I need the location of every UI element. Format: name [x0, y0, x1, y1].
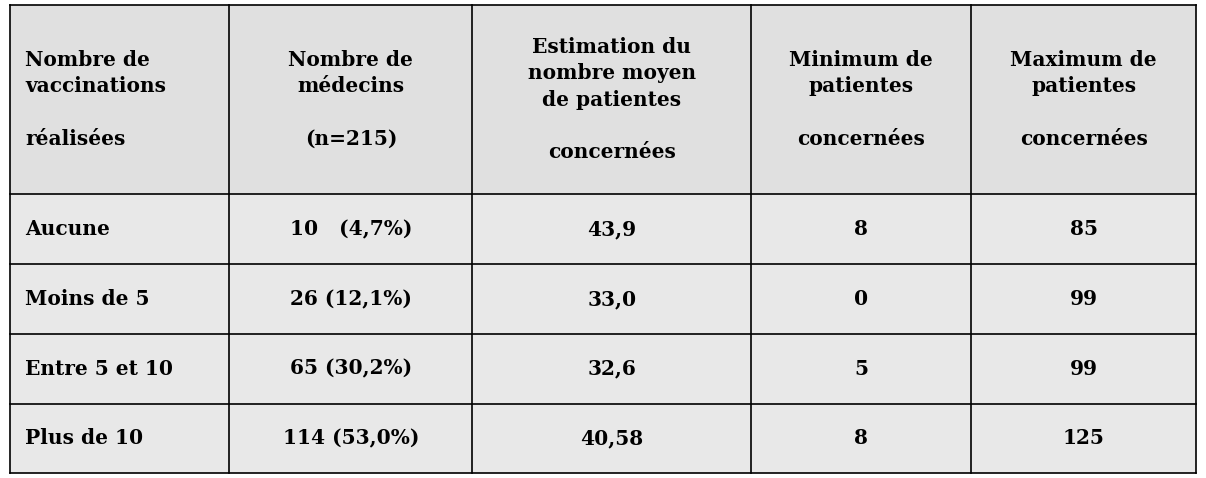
Bar	[473, 264, 751, 334]
Bar	[473, 195, 751, 264]
Text: 99: 99	[1070, 358, 1097, 379]
Bar	[229, 334, 473, 403]
Bar	[10, 334, 229, 403]
Bar	[971, 264, 1196, 334]
Bar	[10, 264, 229, 334]
Text: 114 (53,0%): 114 (53,0%)	[282, 428, 418, 448]
Bar	[473, 403, 751, 473]
Text: Minimum de
patientes

concernées: Minimum de patientes concernées	[789, 50, 933, 149]
Text: 32,6: 32,6	[587, 358, 637, 379]
Text: 8: 8	[854, 428, 868, 448]
Bar	[229, 5, 473, 195]
Bar	[971, 403, 1196, 473]
Bar	[971, 195, 1196, 264]
Bar	[473, 5, 751, 195]
Text: 85: 85	[1070, 219, 1097, 239]
Text: Moins de 5: Moins de 5	[25, 289, 150, 309]
Bar	[751, 5, 971, 195]
Text: 26 (12,1%): 26 (12,1%)	[289, 289, 411, 309]
Text: 99: 99	[1070, 289, 1097, 309]
Text: 0: 0	[854, 289, 868, 309]
Bar	[10, 195, 229, 264]
Text: Entre 5 et 10: Entre 5 et 10	[25, 358, 174, 379]
Text: 65 (30,2%): 65 (30,2%)	[289, 358, 412, 379]
Bar	[971, 334, 1196, 403]
Bar	[229, 195, 473, 264]
Text: Nombre de
médecins

(n=215): Nombre de médecins (n=215)	[288, 50, 414, 149]
Text: 40,58: 40,58	[580, 428, 644, 448]
Bar	[971, 5, 1196, 195]
Bar	[751, 195, 971, 264]
Bar	[229, 264, 473, 334]
Text: Aucune: Aucune	[25, 219, 110, 239]
Bar	[229, 403, 473, 473]
Text: 10   (4,7%): 10 (4,7%)	[289, 219, 412, 239]
Text: Nombre de
vaccinations

réalisées: Nombre de vaccinations réalisées	[25, 50, 166, 149]
Text: 8: 8	[854, 219, 868, 239]
Bar	[751, 403, 971, 473]
Bar	[10, 5, 229, 195]
Bar	[751, 264, 971, 334]
Text: 125: 125	[1062, 428, 1105, 448]
Text: 5: 5	[854, 358, 868, 379]
Text: 43,9: 43,9	[587, 219, 637, 239]
Bar	[473, 334, 751, 403]
Bar	[751, 334, 971, 403]
Text: 33,0: 33,0	[587, 289, 637, 309]
Text: Plus de 10: Plus de 10	[25, 428, 144, 448]
Text: Estimation du
nombre moyen
de patientes

concernées: Estimation du nombre moyen de patientes …	[528, 37, 696, 163]
Text: Maximum de
patientes

concernées: Maximum de patientes concernées	[1011, 50, 1157, 149]
Bar	[10, 403, 229, 473]
